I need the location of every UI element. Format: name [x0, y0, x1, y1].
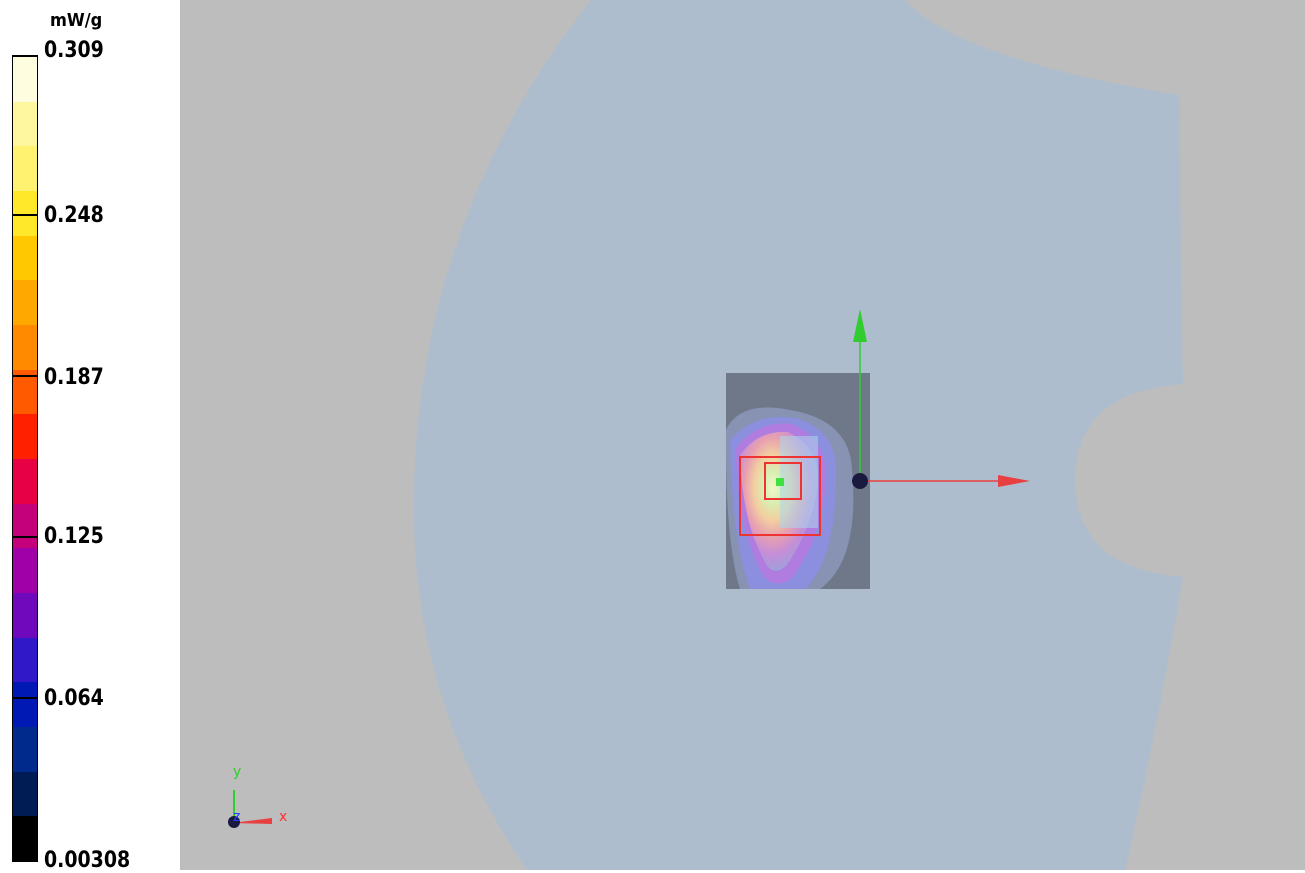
triad-x-axis: [232, 818, 272, 824]
sar-distribution: [726, 407, 854, 589]
tick-label: 0.064: [44, 686, 104, 711]
probe-x-arrow: [998, 475, 1030, 487]
colorbar-tick: [12, 697, 38, 699]
colorbar-segment: [13, 637, 37, 683]
triad-origin-icon: [228, 816, 240, 828]
tick-label: 0.125: [44, 524, 104, 549]
3d-viewport[interactable]: y x z: [180, 0, 1305, 870]
tick-label: 0.248: [44, 203, 104, 228]
x-axis-label: x: [279, 809, 288, 825]
colorbar-segment: [13, 548, 37, 594]
tick-label-max: 0.309: [44, 38, 104, 63]
colorbar-segment: [13, 727, 37, 772]
colorbar-segment: [13, 280, 37, 326]
colorbar-tick: [12, 536, 38, 538]
colorbar-tick: [12, 214, 38, 216]
colorbar-segment: [13, 325, 37, 370]
peak-point-marker: [776, 478, 784, 486]
colorbar-segment: [13, 414, 37, 460]
tick-label: 0.187: [44, 365, 104, 390]
colorbar-segment: [13, 146, 37, 192]
colorbar-segment: [13, 57, 37, 102]
colorbar-segment: [13, 771, 37, 817]
tick-label-min: 0.00308: [44, 848, 131, 873]
colorbar-legend: mW/g 0.309 0.248 0.187 0.125 0.064 0.003…: [0, 0, 180, 873]
y-axis-label: y: [233, 764, 242, 780]
colorbar-segment: [13, 101, 37, 147]
sar-scene[interactable]: [180, 0, 1305, 870]
probe-origin-icon: [852, 473, 868, 489]
colorbar-segment: [13, 369, 37, 415]
unit-label: mW/g: [50, 10, 103, 31]
zoom-scan-marker: [764, 462, 802, 500]
colorbar-segment: [13, 816, 37, 862]
probe-y-arrow: [853, 309, 867, 342]
colorbar-segment: [13, 593, 37, 638]
colorbar-segment: [13, 682, 37, 728]
colorbar-tick: [12, 375, 38, 377]
colorbar-tick: [12, 55, 38, 57]
z-axis-label: z: [233, 809, 241, 825]
colorbar-segment: [13, 191, 37, 236]
area-scan-marker: [739, 456, 821, 536]
colorbar-segment: [13, 503, 37, 549]
colorbar-segment: [13, 235, 37, 281]
colorbar-gradient: [12, 56, 38, 862]
colorbar-segment: [13, 459, 37, 504]
